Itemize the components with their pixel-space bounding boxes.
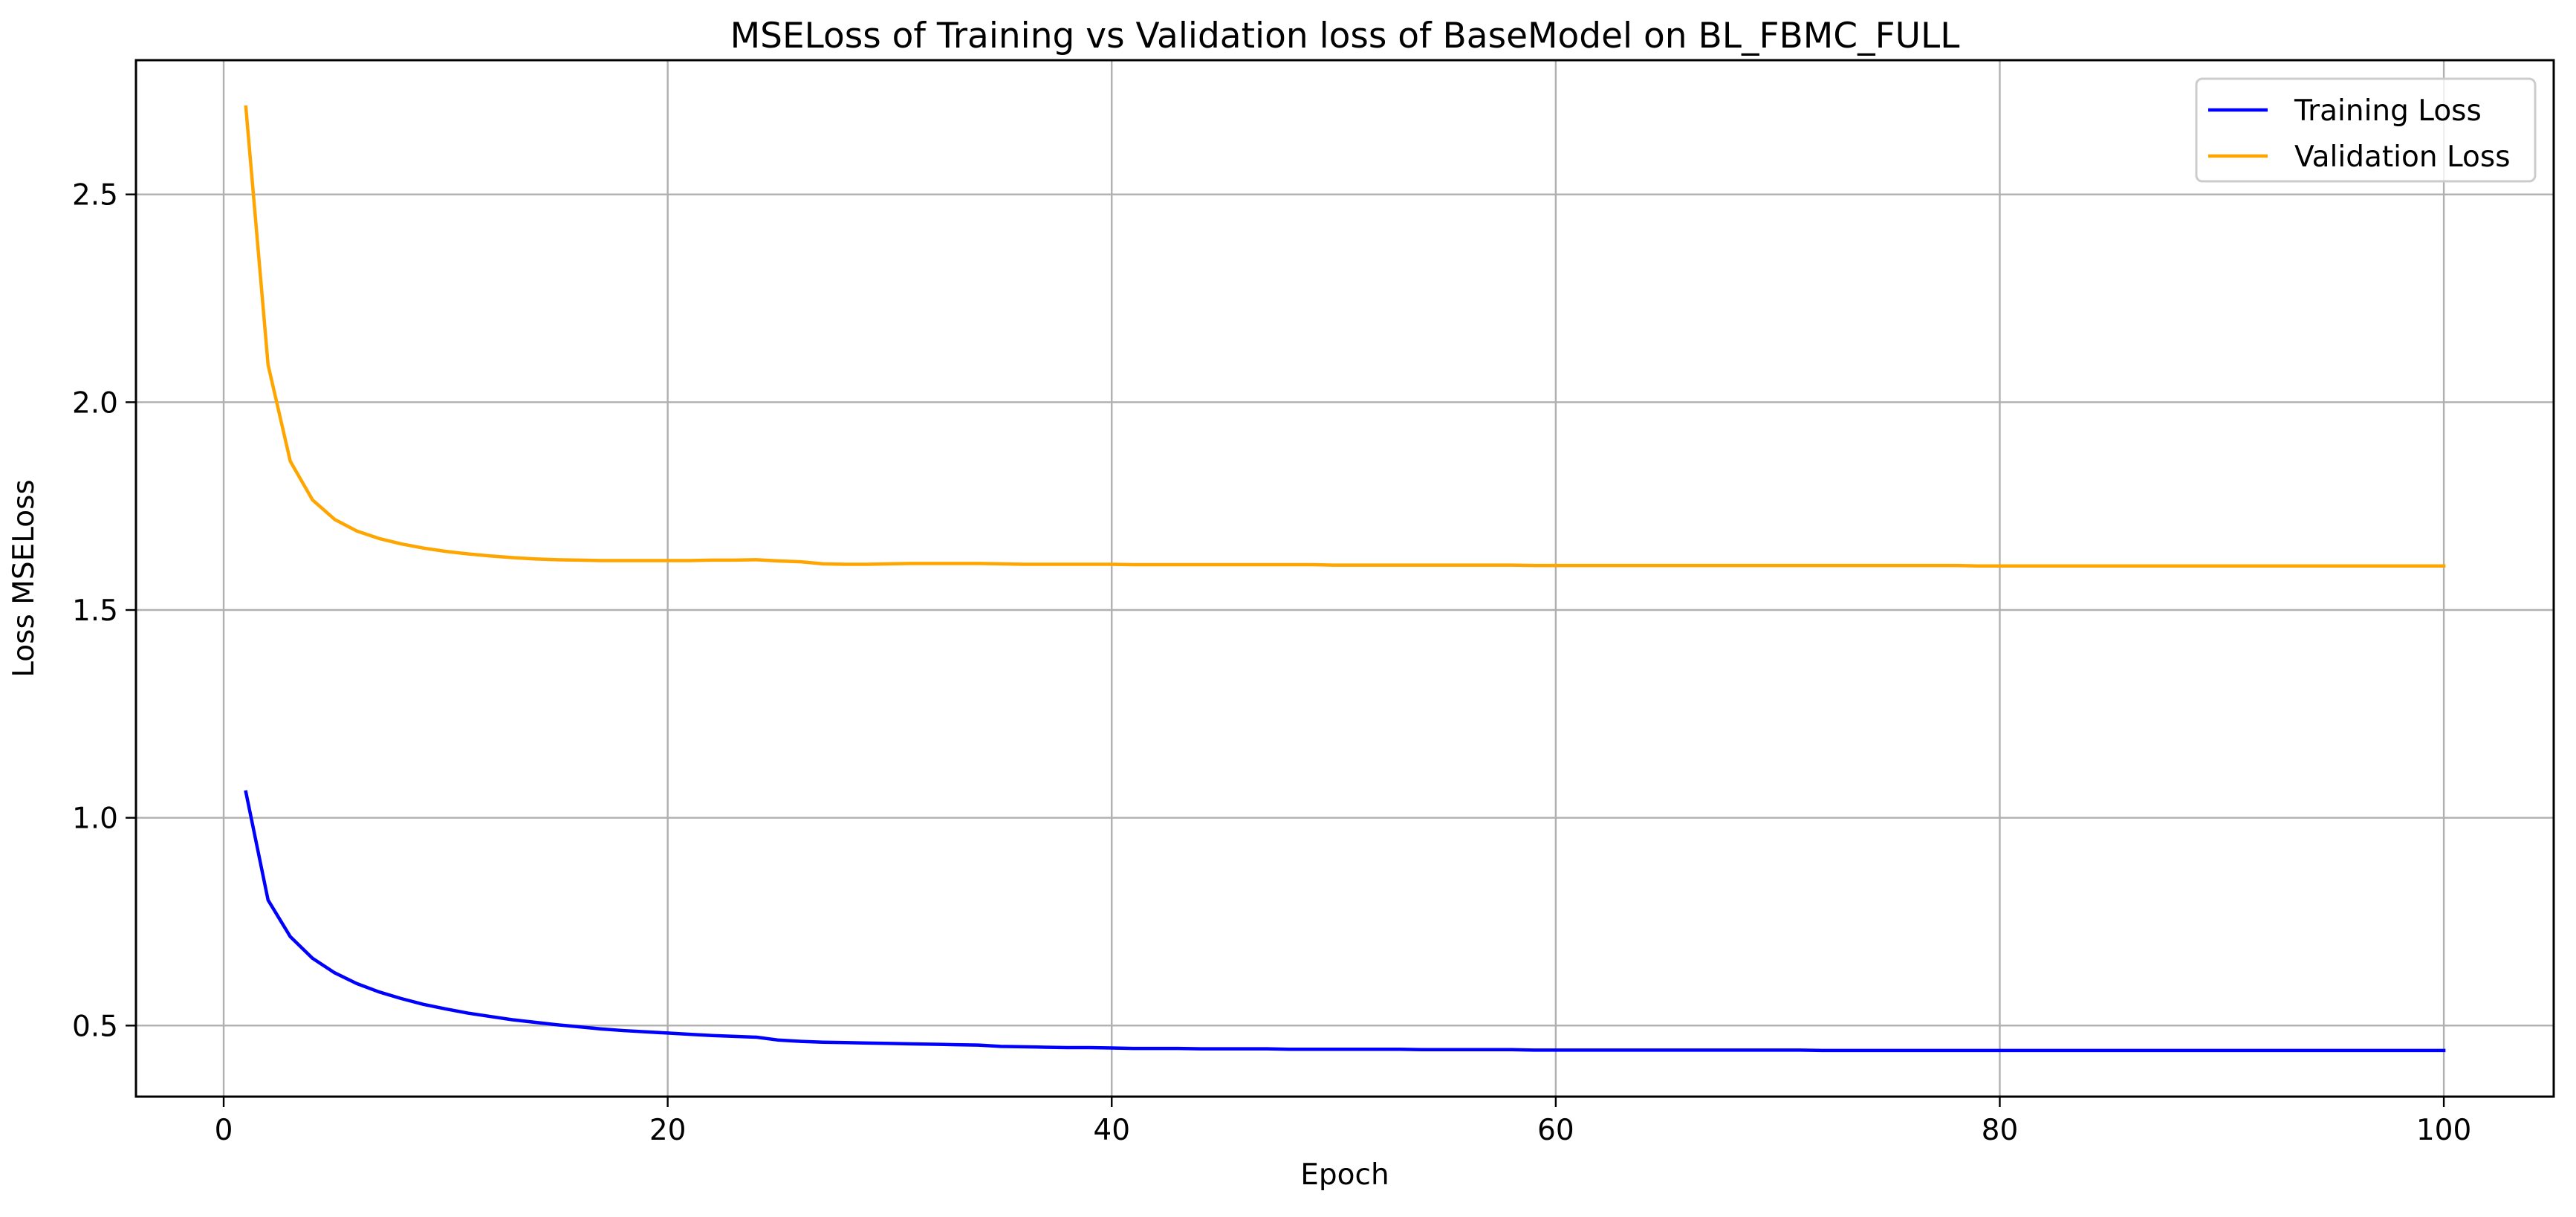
legend-label-training-loss: Training Loss — [2294, 94, 2482, 128]
x-tick-label: 0 — [215, 1114, 233, 1147]
plot-frame — [134, 59, 2555, 1098]
x-tick-label: 20 — [649, 1114, 687, 1147]
series-lines — [244, 105, 2446, 1053]
y-tick-label: 2.0 — [72, 386, 118, 420]
y-tick-label: 0.5 — [72, 1010, 118, 1043]
x-axis-label: Epoch — [1300, 1158, 1389, 1192]
legend-label-validation-loss: Validation Loss — [2294, 140, 2511, 174]
y-tick-label: 1.5 — [72, 594, 118, 628]
grid-lines — [136, 60, 2554, 1097]
series-line-validation-loss — [244, 105, 2446, 568]
legend: Training Loss Validation Loss — [2195, 77, 2537, 183]
x-tick-label: 60 — [1537, 1114, 1574, 1147]
y-tick-label: 2.5 — [72, 179, 118, 212]
y-tick-label: 1.0 — [72, 802, 118, 836]
y-axis-label: Loss MSELoss — [7, 479, 41, 678]
x-tick-label: 40 — [1093, 1114, 1130, 1147]
series-line-training-loss — [244, 790, 2446, 1053]
axis-ticks: 0 20 40 60 80 100 0.5 1.0 1.5 2.0 2.5 — [72, 179, 2471, 1147]
x-tick-label: 100 — [2416, 1114, 2471, 1147]
legend-box — [2195, 77, 2537, 183]
chart-title: MSELoss of Training vs Validation loss o… — [730, 16, 1960, 56]
x-tick-label: 80 — [1982, 1114, 2019, 1147]
